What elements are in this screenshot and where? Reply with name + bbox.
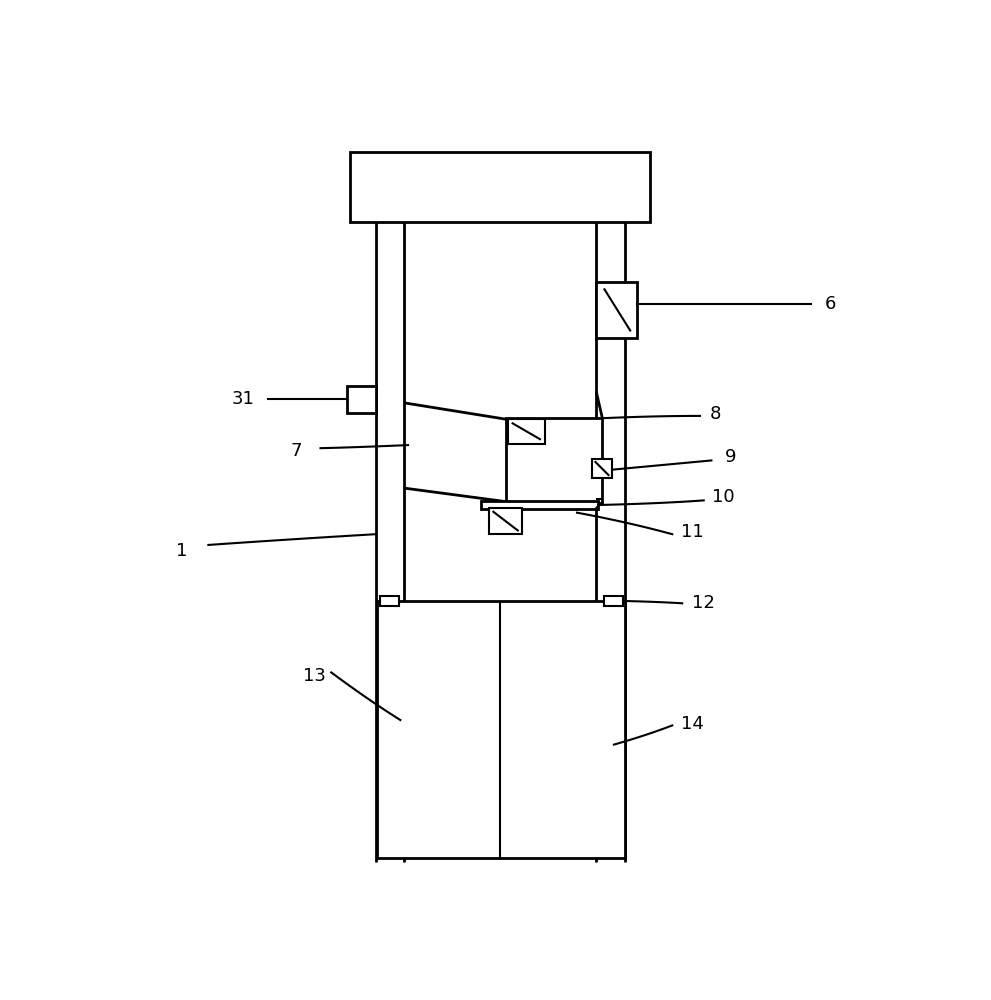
Bar (507, 419, 545, 444)
Text: 10: 10 (712, 488, 734, 506)
Text: 8: 8 (710, 405, 720, 423)
Text: 6: 6 (825, 295, 836, 313)
Text: 9: 9 (724, 448, 736, 466)
Text: 11: 11 (681, 523, 704, 541)
Bar (490, 508, 521, 534)
Bar (351, 152, 650, 222)
Bar (506, 418, 603, 503)
Bar (597, 282, 637, 338)
Bar (481, 501, 598, 509)
Bar (593, 459, 611, 478)
Bar (380, 596, 398, 606)
Text: 12: 12 (693, 594, 716, 612)
Text: 7: 7 (291, 442, 302, 460)
Text: 31: 31 (232, 390, 255, 408)
Text: 14: 14 (681, 715, 704, 733)
Bar (347, 386, 376, 413)
Text: 1: 1 (175, 542, 187, 560)
Bar (604, 596, 623, 606)
Text: 13: 13 (303, 667, 326, 685)
Bar (378, 601, 624, 858)
